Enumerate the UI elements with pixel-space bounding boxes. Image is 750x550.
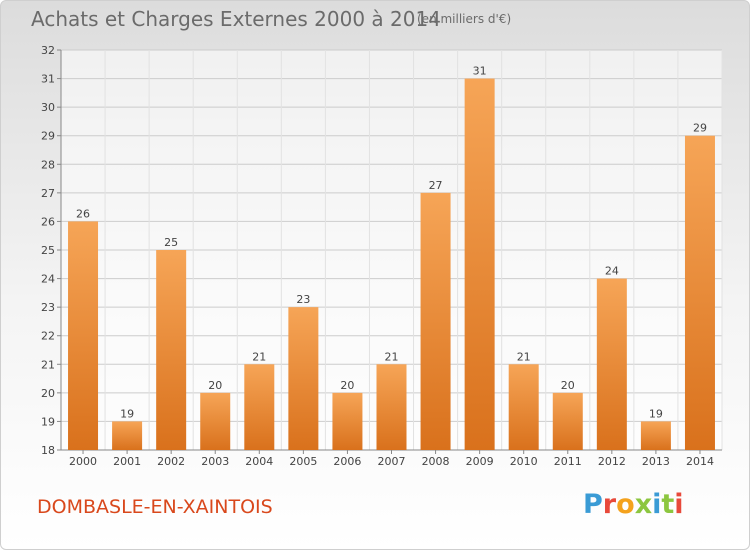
bar [508, 364, 539, 450]
data-label: 25 [164, 236, 178, 249]
data-label: 31 [473, 65, 487, 78]
x-tick-label: 2005 [289, 455, 317, 468]
bar [244, 364, 275, 450]
data-label: 19 [120, 407, 134, 420]
y-tick-label: 27 [41, 187, 55, 200]
data-label: 21 [252, 350, 266, 363]
x-tick-label: 2001 [113, 455, 141, 468]
x-tick-label: 2010 [510, 455, 538, 468]
y-tick-label: 22 [41, 330, 55, 343]
x-tick-label: 2007 [378, 455, 406, 468]
data-label: 27 [429, 179, 443, 192]
location-name: DOMBASLE-EN-XAINTOIS [37, 496, 273, 518]
data-label: 20 [561, 379, 575, 392]
x-tick-label: 2013 [642, 455, 670, 468]
bar [376, 364, 407, 450]
proxiti-logo: Proxiti [583, 489, 684, 520]
labels: 18 19 20 21 22 23 24 25 26 27 28 29 30 31 32 26 2000 19 20… [41, 44, 714, 468]
y-tick-label: 30 [41, 101, 55, 114]
data-label: 26 [76, 207, 90, 220]
data-label: 21 [385, 350, 399, 363]
bar [156, 250, 187, 450]
logo-letter: P [583, 489, 603, 520]
bar [112, 421, 143, 450]
y-tick-label: 20 [41, 387, 55, 400]
logo-letter: x [634, 489, 653, 520]
y-tick-label: 19 [41, 415, 55, 428]
data-label: 23 [296, 293, 310, 306]
x-tick-label: 2009 [466, 455, 494, 468]
x-tick-label: 2004 [245, 455, 273, 468]
x-tick-label: 2012 [598, 455, 626, 468]
logo-letter: t [661, 489, 675, 520]
x-tick-label: 2003 [201, 455, 229, 468]
bar [464, 78, 495, 451]
x-tick-label: 2011 [554, 455, 582, 468]
x-tick-label: 2008 [422, 455, 450, 468]
logo-letter: r [602, 489, 617, 520]
y-tick-label: 29 [41, 130, 55, 143]
y-tick-label: 31 [41, 73, 55, 86]
y-tick-label: 32 [41, 44, 55, 57]
bar [332, 392, 363, 450]
bar [288, 307, 319, 450]
chart-unit: (en milliers d'€) [417, 12, 512, 26]
bar [684, 135, 715, 450]
y-tick-label: 21 [41, 358, 55, 371]
x-tick-label: 2006 [333, 455, 361, 468]
data-label: 20 [208, 379, 222, 392]
bar [420, 192, 451, 450]
y-tick-label: 23 [41, 301, 55, 314]
bar [552, 392, 583, 450]
x-tick-label: 2000 [69, 455, 97, 468]
y-tick-label: 18 [41, 444, 55, 457]
data-label: 24 [605, 265, 619, 278]
y-tick-label: 26 [41, 215, 55, 228]
bar [68, 221, 99, 450]
x-tick-label: 2014 [686, 455, 714, 468]
logo-letter: i [652, 489, 662, 520]
data-label: 20 [340, 379, 354, 392]
bar [200, 392, 231, 450]
y-tick-label: 24 [41, 273, 55, 286]
bar [640, 421, 671, 450]
y-tick-label: 28 [41, 158, 55, 171]
data-label: 29 [693, 122, 707, 135]
y-tick-label: 25 [41, 244, 55, 257]
logo-letter: i [674, 489, 684, 520]
bar [596, 278, 627, 450]
chart-title: Achats et Charges Externes 2000 à 2014 [31, 7, 441, 31]
bars [68, 78, 715, 451]
data-label: 19 [649, 407, 663, 420]
logo-letter: o [616, 489, 635, 520]
data-label: 21 [517, 350, 531, 363]
x-tick-label: 2002 [157, 455, 185, 468]
